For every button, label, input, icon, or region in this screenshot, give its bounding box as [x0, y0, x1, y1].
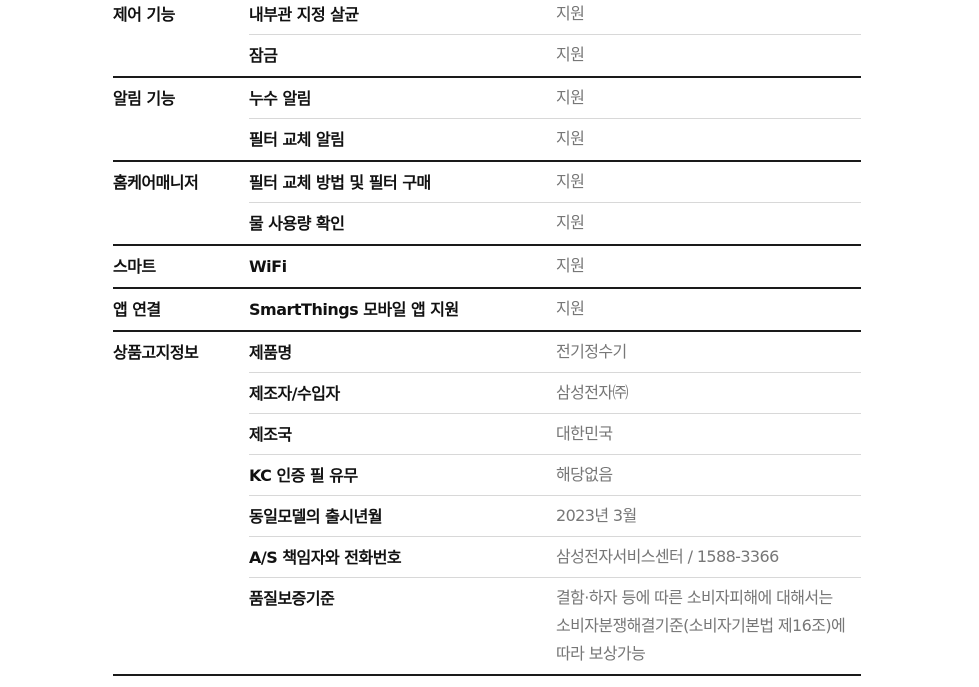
spec-key: 필터 교체 알림 — [249, 130, 345, 149]
group-label: 스마트 — [113, 257, 156, 276]
spec-key: A/S 책임자와 전화번호 — [249, 548, 402, 567]
spec-row: KC 인증 필 유무 해당없음 — [249, 455, 861, 496]
spec-value: 지원 — [556, 4, 585, 23]
spec-value: 대한민국 — [556, 424, 613, 443]
group-label: 홈케어매니저 — [113, 173, 199, 192]
spec-key: 품질보증기준 — [249, 589, 335, 608]
spec-row: 잠금 지원 — [249, 35, 861, 76]
spec-value: 삼성전자㈜ — [556, 383, 628, 402]
spec-key: 내부관 지정 살균 — [249, 5, 359, 24]
spec-value: 지원 — [556, 299, 585, 318]
spec-value: 지원 — [556, 172, 585, 191]
spec-row: SmartThings 모바일 앱 지원 지원 — [249, 289, 861, 330]
spec-key: 제조자/수입자 — [249, 384, 340, 403]
spec-group: 홈케어매니저 필터 교체 방법 및 필터 구매 지원 물 사용량 확인 지원 — [113, 162, 861, 246]
spec-value: 지원 — [556, 213, 585, 232]
spec-row: 필터 교체 알림 지원 — [249, 119, 861, 160]
spec-row: A/S 책임자와 전화번호 삼성전자서비스센터 / 1588-3366 — [249, 537, 861, 578]
spec-key: KC 인증 필 유무 — [249, 466, 358, 485]
group-rows: WiFi 지원 — [249, 246, 861, 287]
group-rows: 누수 알림 지원 필터 교체 알림 지원 — [249, 78, 861, 160]
spec-key: WiFi — [249, 257, 287, 276]
group-label: 알림 기능 — [113, 89, 175, 108]
group-rows: 내부관 지정 살균 지원 잠금 지원 — [249, 0, 861, 76]
spec-row: 제조자/수입자 삼성전자㈜ — [249, 373, 861, 414]
spec-key: 동일모델의 출시년월 — [249, 507, 383, 526]
spec-table: 제어 기능 내부관 지정 살균 지원 잠금 지원 알림 기능 누수 알림 지원 필터 교체 알림… — [113, 0, 861, 676]
group-label: 제어 기능 — [113, 5, 175, 24]
spec-row: 물 사용량 확인 지원 — [249, 203, 861, 244]
spec-key: 누수 알림 — [249, 89, 311, 108]
group-label: 상품고지정보 — [113, 343, 199, 362]
spec-row: 제조국 대한민국 — [249, 414, 861, 455]
spec-value: 지원 — [556, 88, 585, 107]
spec-value: 지원 — [556, 45, 585, 64]
spec-value: 지원 — [556, 256, 585, 275]
spec-key: 잠금 — [249, 46, 278, 65]
spec-key: 필터 교체 방법 및 필터 구매 — [249, 173, 431, 192]
group-rows: SmartThings 모바일 앱 지원 지원 — [249, 289, 861, 330]
spec-row: 품질보증기준 결함·하자 등에 따른 소비자피해에 대해서는 소비자분쟁해결기준(… — [249, 578, 861, 674]
spec-value: 해당없음 — [556, 465, 613, 484]
group-label: 앱 연결 — [113, 300, 161, 319]
spec-value: 지원 — [556, 129, 585, 148]
spec-key: 물 사용량 확인 — [249, 214, 345, 233]
spec-key: SmartThings 모바일 앱 지원 — [249, 300, 459, 319]
spec-group: 앱 연결 SmartThings 모바일 앱 지원 지원 — [113, 289, 861, 332]
spec-row: 누수 알림 지원 — [249, 78, 861, 119]
spec-value: 삼성전자서비스센터 / 1588-3366 — [556, 547, 779, 566]
spec-row: 필터 교체 방법 및 필터 구매 지원 — [249, 162, 861, 203]
spec-value: 2023년 3월 — [556, 506, 637, 525]
spec-value: 결함·하자 등에 따른 소비자피해에 대해서는 소비자분쟁해결기준(소비자기본법… — [556, 588, 846, 663]
spec-key: 제조국 — [249, 425, 292, 444]
spec-value: 전기정수기 — [556, 342, 627, 361]
spec-row: WiFi 지원 — [249, 246, 861, 287]
spec-group: 제어 기능 내부관 지정 살균 지원 잠금 지원 — [113, 0, 861, 78]
spec-group: 스마트 WiFi 지원 — [113, 246, 861, 289]
spec-key: 제품명 — [249, 343, 292, 362]
spec-group: 알림 기능 누수 알림 지원 필터 교체 알림 지원 — [113, 78, 861, 162]
group-rows: 필터 교체 방법 및 필터 구매 지원 물 사용량 확인 지원 — [249, 162, 861, 244]
spec-row: 제품명 전기정수기 — [249, 332, 861, 373]
spec-row: 동일모델의 출시년월 2023년 3월 — [249, 496, 861, 537]
spec-row: 내부관 지정 살균 지원 — [249, 0, 861, 35]
